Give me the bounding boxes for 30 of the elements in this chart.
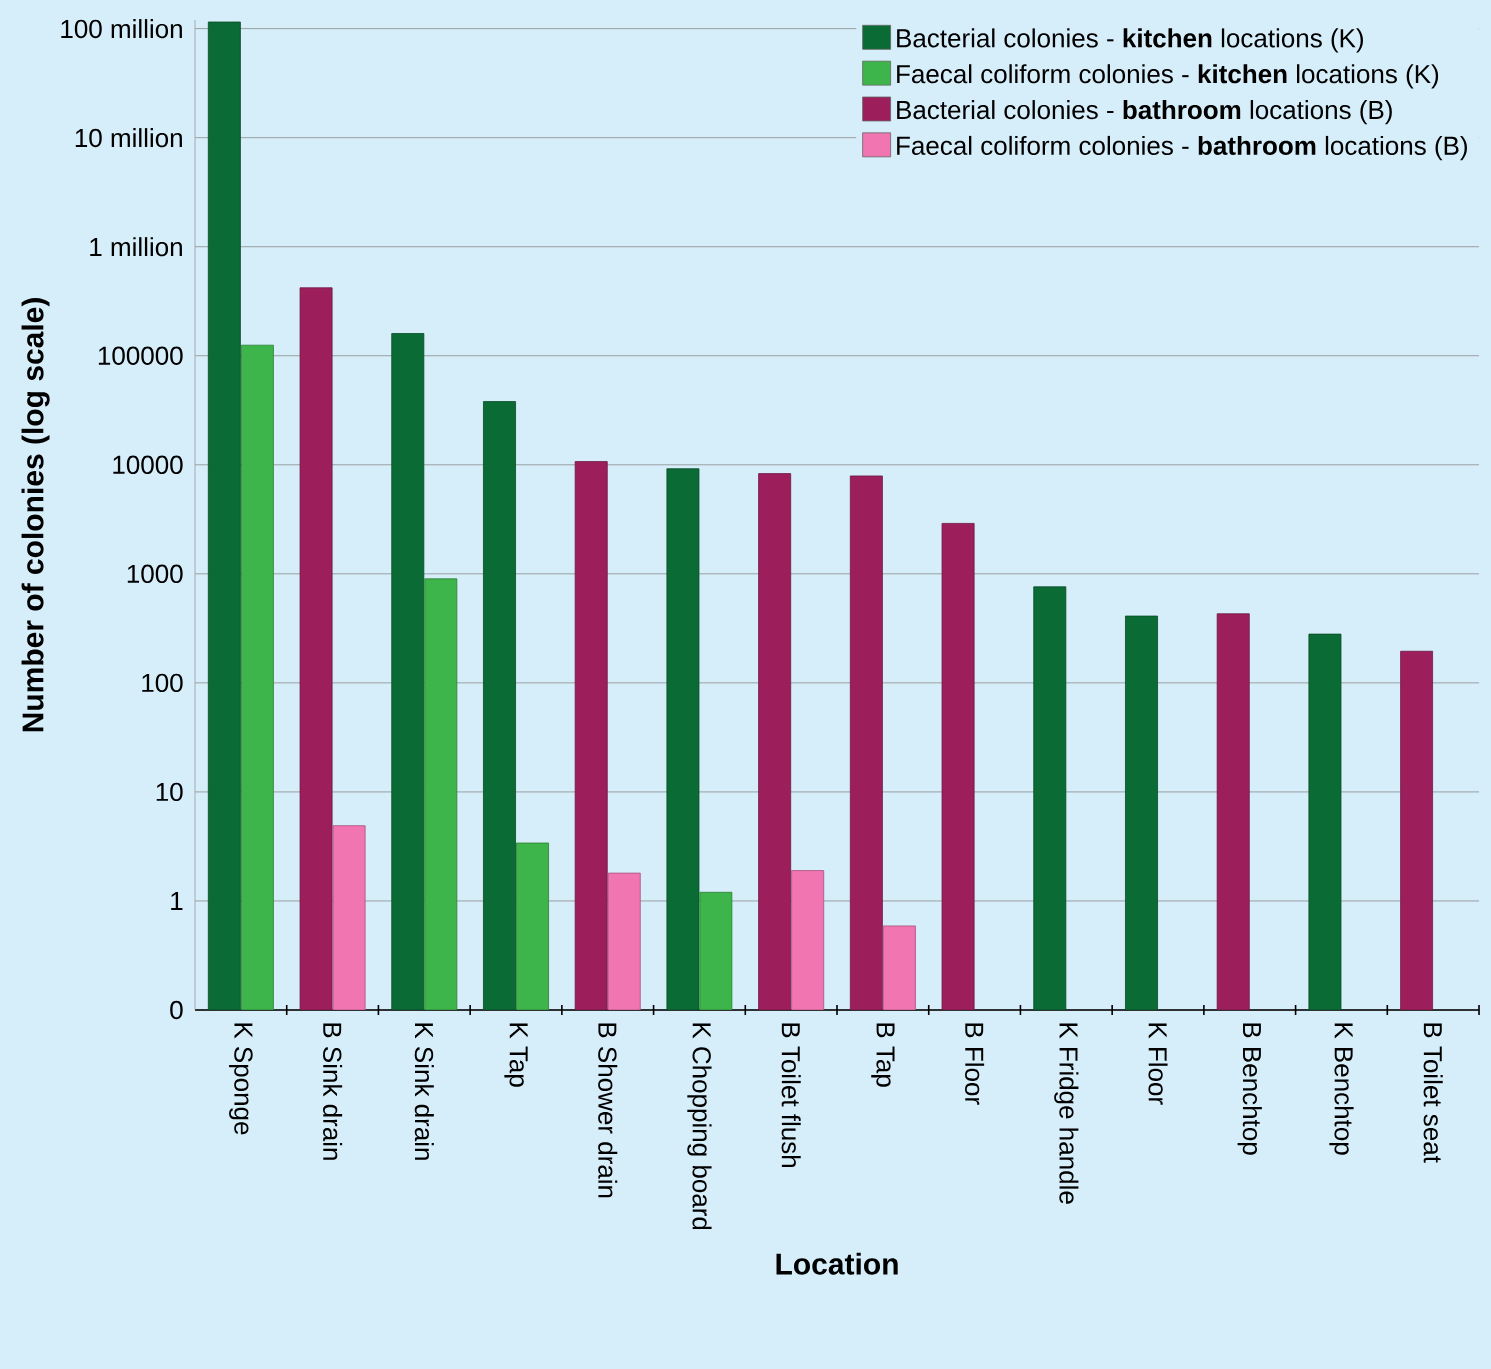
y-tick-label: 10 xyxy=(156,782,183,802)
x-tick-label: B Toilet flush xyxy=(781,1023,801,1168)
x-tick-label: B Floor xyxy=(965,1023,985,1105)
legend-label: Bacterial colonies - bathroom locations (B) xyxy=(897,100,1392,125)
x-tick-label: B Benchtop xyxy=(1237,1023,1262,1155)
x-tick-label: K Benchtop xyxy=(1329,1023,1354,1155)
x-tick-label: K Chopping board xyxy=(687,1023,712,1230)
legend-label: Faecal coliform colonies - bathroom locations (B) xyxy=(897,135,1467,161)
y-axis-title: Number of colonies (log scale) xyxy=(21,298,50,732)
y-tick-label: 0 xyxy=(170,1000,183,1020)
legend-label: Bacterial colonies - kitchen locations (K) xyxy=(897,28,1363,53)
x-tick-label: B Tap xyxy=(871,1023,895,1087)
y-tick-label: 10000 xyxy=(113,455,183,474)
x-tick-label: B Toilet seat xyxy=(1423,1023,1443,1163)
y-tick-label: 1000 xyxy=(127,564,183,584)
legend-label: Faecal coliform colonies - kitchen locations (K) xyxy=(897,64,1439,89)
x-tick-label: K Fridge handle xyxy=(1054,1023,1079,1204)
y-tick-label: 100000 xyxy=(98,346,183,365)
x-tick-label: K Floor xyxy=(1148,1023,1168,1105)
x-tick-label: B Sink drain xyxy=(323,1023,343,1160)
y-tick-label: 1 million xyxy=(90,237,182,257)
y-tick-label: 100 xyxy=(142,673,183,693)
x-tick-label: K Sponge xyxy=(229,1023,253,1135)
x-tick-label: K Sink drain xyxy=(414,1023,434,1160)
y-tick-label: 1 xyxy=(171,892,183,910)
x-tick-label: B Shower drain xyxy=(598,1023,618,1198)
x-tick-label: K Tap xyxy=(504,1023,528,1087)
y-tick-label: 10 million xyxy=(75,128,182,148)
x-axis-title: Location xyxy=(776,1252,898,1275)
y-tick-label: 100 million xyxy=(61,19,182,39)
